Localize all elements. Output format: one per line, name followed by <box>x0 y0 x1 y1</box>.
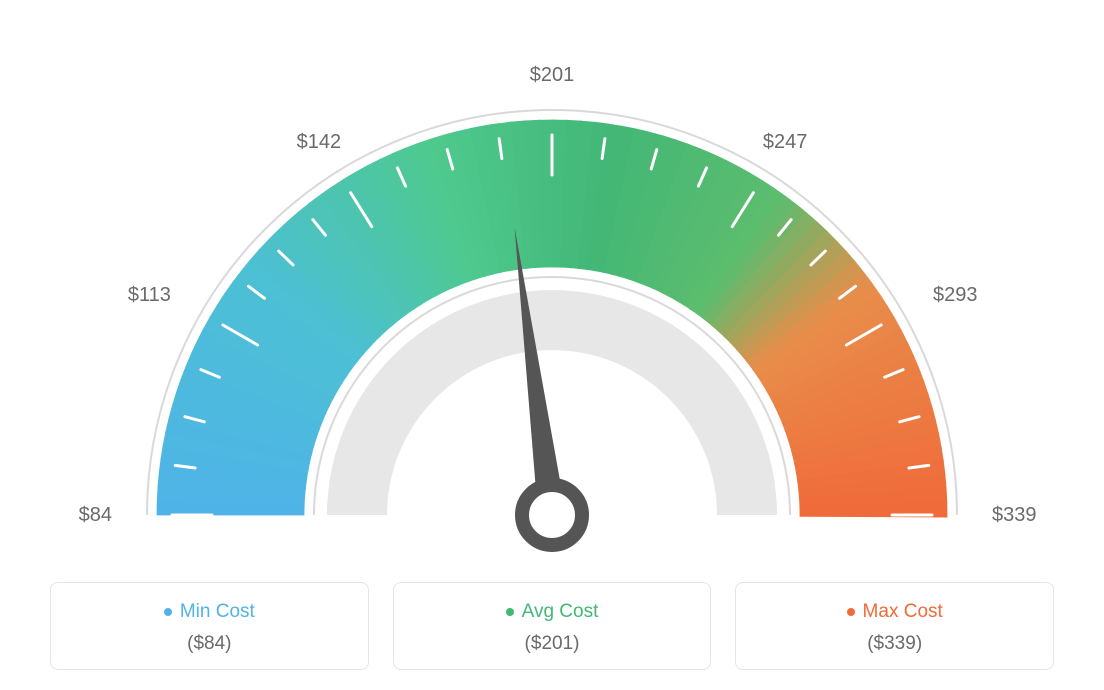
legend-dot-min <box>164 608 172 616</box>
legend-value-avg: ($201) <box>404 633 701 655</box>
legend-value-max: ($339) <box>746 633 1043 655</box>
gauge-tick-label: $113 <box>128 284 171 306</box>
legend-title-avg: Avg Cost <box>506 601 599 623</box>
legend-label-min: Min Cost <box>180 601 255 623</box>
legend-card-avg: Avg Cost ($201) <box>393 582 712 670</box>
legend-dot-max <box>847 608 855 616</box>
gauge-needle <box>515 227 566 516</box>
gauge-tick-label: $84 <box>79 504 112 526</box>
gauge-hub-ring <box>522 485 582 545</box>
cost-gauge: $84 $113 $142 $201 $247 $293 $339 <box>0 0 1104 560</box>
legend-card-min: Min Cost ($84) <box>50 582 369 670</box>
gauge-chart-container: $84 $113 $142 $201 $247 $293 $339 Min Cost ($8… <box>0 0 1104 690</box>
gauge-tick-label: $201 <box>530 64 575 86</box>
gauge-tick-label: $247 <box>763 131 808 153</box>
gauge-tick-label: $142 <box>297 131 342 153</box>
legend-title-min: Min Cost <box>164 601 255 623</box>
legend-row: Min Cost ($84) Avg Cost ($201) Max Cost … <box>50 582 1054 670</box>
legend-title-max: Max Cost <box>847 601 943 623</box>
gauge-tick-label: $293 <box>933 284 978 306</box>
legend-value-min: ($84) <box>61 633 358 655</box>
legend-label-max: Max Cost <box>863 601 943 623</box>
gauge-tick-label: $339 <box>992 504 1037 526</box>
legend-label-avg: Avg Cost <box>522 601 599 623</box>
legend-dot-avg <box>506 608 514 616</box>
legend-card-max: Max Cost ($339) <box>735 582 1054 670</box>
